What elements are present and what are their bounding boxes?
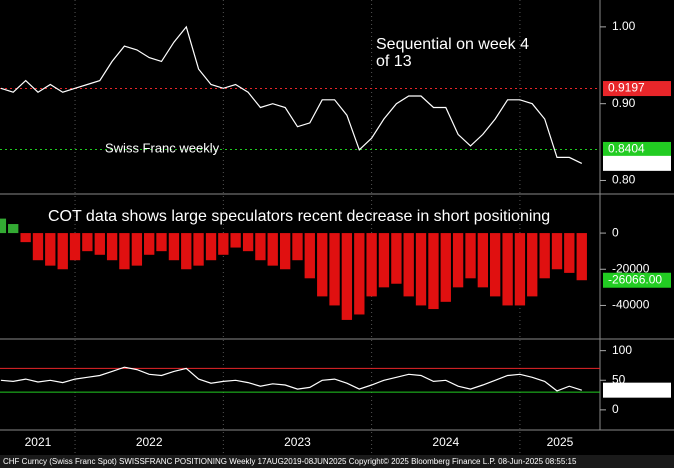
bar bbox=[106, 233, 118, 261]
x-tick-label: 2022 bbox=[136, 435, 163, 449]
bar bbox=[403, 233, 414, 297]
bar bbox=[551, 233, 563, 270]
bar bbox=[415, 233, 427, 306]
bar bbox=[280, 233, 291, 270]
value-box-label: 0.8223 bbox=[608, 156, 645, 170]
value-box bbox=[603, 155, 671, 171]
annotation: Sequential on week 4 bbox=[376, 36, 529, 53]
bar bbox=[329, 233, 340, 306]
price-line bbox=[0, 366, 582, 392]
bar bbox=[539, 233, 550, 279]
price-line bbox=[0, 25, 583, 164]
bar bbox=[428, 233, 439, 310]
bar bbox=[514, 233, 526, 306]
bar bbox=[69, 233, 81, 261]
bar bbox=[94, 233, 105, 255]
bar bbox=[465, 233, 476, 279]
value-box-label: 33.2903 bbox=[608, 382, 652, 396]
value-box-label: 0.8404 bbox=[608, 142, 645, 156]
bar bbox=[391, 233, 402, 284]
bar bbox=[0, 218, 7, 234]
x-tick-label: 2024 bbox=[432, 435, 459, 449]
bar bbox=[181, 233, 192, 270]
bar bbox=[366, 233, 377, 297]
value-box bbox=[603, 141, 671, 157]
value-box bbox=[603, 81, 671, 97]
bar bbox=[168, 233, 180, 261]
bar bbox=[45, 233, 56, 266]
bar bbox=[489, 233, 501, 297]
bar bbox=[8, 224, 19, 234]
y-tick-label: 100 bbox=[612, 343, 632, 357]
bar bbox=[230, 233, 241, 248]
bar bbox=[564, 233, 575, 273]
bar bbox=[255, 233, 266, 261]
bar bbox=[502, 233, 513, 306]
bar bbox=[317, 233, 328, 297]
y-tick-label: 0 bbox=[612, 225, 619, 239]
bar bbox=[82, 233, 93, 252]
bar bbox=[57, 233, 68, 270]
bar bbox=[452, 233, 464, 288]
bar bbox=[576, 233, 587, 281]
bar bbox=[205, 233, 217, 261]
bar bbox=[193, 233, 204, 266]
bar bbox=[218, 233, 229, 255]
bar bbox=[354, 233, 365, 315]
y-tick-label: 1.00 bbox=[612, 19, 636, 33]
bar bbox=[341, 233, 353, 320]
y-tick-label: 0.90 bbox=[612, 96, 636, 110]
x-tick-label: 2023 bbox=[284, 435, 311, 449]
bar bbox=[156, 233, 167, 252]
bar bbox=[527, 233, 538, 297]
bar bbox=[144, 233, 155, 255]
y-tick-label: -40000 bbox=[612, 298, 650, 312]
value-box-label: 0.9197 bbox=[608, 81, 645, 95]
value-box bbox=[603, 382, 671, 398]
x-tick-label: 2021 bbox=[25, 435, 52, 449]
bar bbox=[119, 233, 130, 270]
annotation: of 13 bbox=[376, 53, 412, 70]
y-tick-label: -20000 bbox=[612, 261, 650, 275]
bar bbox=[304, 233, 315, 279]
bar bbox=[20, 233, 31, 243]
footer: CHF Curncy (Swiss Franc Spot) SWISSFRANC… bbox=[3, 457, 577, 466]
bar bbox=[292, 233, 303, 261]
bar bbox=[440, 233, 451, 302]
bar bbox=[267, 233, 278, 266]
y-tick-label: 0 bbox=[612, 402, 619, 416]
bar bbox=[242, 233, 254, 252]
bar bbox=[32, 233, 44, 261]
x-tick-label: 2025 bbox=[547, 435, 574, 449]
footer-bar bbox=[0, 455, 674, 468]
bar bbox=[477, 233, 489, 288]
annotation: COT data shows large speculators recent … bbox=[48, 208, 550, 225]
y-tick-label: 0.80 bbox=[612, 173, 636, 187]
bar bbox=[131, 233, 143, 266]
value-box bbox=[603, 272, 671, 288]
bar bbox=[378, 233, 390, 288]
annotation: Swiss Franc weekly bbox=[105, 140, 220, 155]
value-box-label: -26066.00 bbox=[608, 272, 662, 286]
